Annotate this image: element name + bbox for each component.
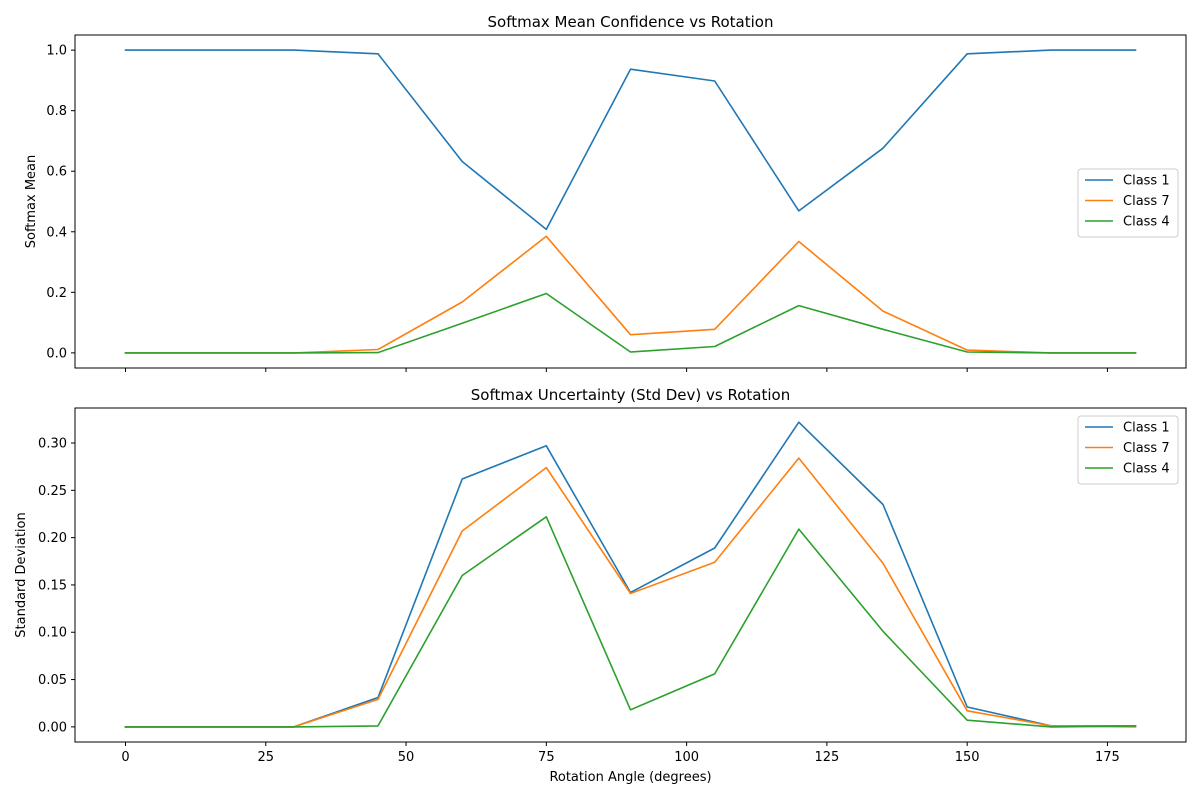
panel-2-legend-label: Class 4 xyxy=(1123,462,1170,477)
panel-2-series-line-class-4 xyxy=(124,515,1137,728)
panel-1-title: Softmax Mean Confidence vs Rotation xyxy=(488,13,774,31)
panel-2-x-tick-label: 125 xyxy=(814,750,839,765)
panel-2-y-tick-label: 0.30 xyxy=(38,437,67,452)
panel-2-x-tick-label: 25 xyxy=(258,750,275,765)
panel-1-legend-label: Class 4 xyxy=(1123,215,1170,230)
panel-2-y-tick-label: 0.10 xyxy=(38,626,67,641)
panel-2-title: Softmax Uncertainty (Std Dev) vs Rotatio… xyxy=(471,386,790,404)
panel-2-legend-box xyxy=(1077,415,1179,485)
panel-1-series-line-class-1 xyxy=(124,49,1137,231)
panel-2-y-tick-label: 0.15 xyxy=(38,578,67,593)
panel-2-x-tick-label: 75 xyxy=(538,750,555,765)
panel-1-y-tick-label: 0.4 xyxy=(46,225,67,240)
panel-1-y-tick-label: 0.6 xyxy=(46,165,67,180)
panel-2-x-axis-label: Rotation Angle (degrees) xyxy=(549,770,711,785)
panel-1-series-line-class-4 xyxy=(124,292,1137,354)
panel-2-axes-frame xyxy=(74,407,1187,743)
panel-2-x-tick-label: 175 xyxy=(1095,750,1120,765)
panel-2-legend-label: Class 1 xyxy=(1123,421,1170,436)
panel-1-y-axis-label: Softmax Mean xyxy=(24,155,39,249)
panel-1-y-tick-label: 0.0 xyxy=(46,346,67,361)
panel-2-y-tick-label: 0.05 xyxy=(38,673,67,688)
panel-1-y-tick-label: 1.0 xyxy=(46,44,67,59)
panel-1-legend-label: Class 7 xyxy=(1123,194,1170,209)
panel-2-y-tick-label: 0.25 xyxy=(38,484,67,499)
panel-2-x-tick-label: 50 xyxy=(398,750,415,765)
panel-2-x-tick-label: 100 xyxy=(674,750,699,765)
panel-2-y-tick-label: 0.00 xyxy=(38,720,67,735)
panel-1-axes-frame xyxy=(74,34,1187,369)
panel-2-y-axis-label: Standard Deviation xyxy=(14,512,29,637)
panel-2-x-tick-label: 0 xyxy=(121,750,129,765)
panel-2-legend-label: Class 7 xyxy=(1123,441,1170,456)
panel-1-legend-label: Class 1 xyxy=(1123,174,1170,189)
panel-1-legend-box xyxy=(1077,168,1179,238)
panel-2-y-tick-label: 0.20 xyxy=(38,531,67,546)
panel-1-y-tick-label: 0.8 xyxy=(46,104,67,119)
panel-2-x-tick-label: 150 xyxy=(955,750,980,765)
panel-1-y-tick-label: 0.2 xyxy=(46,286,67,301)
